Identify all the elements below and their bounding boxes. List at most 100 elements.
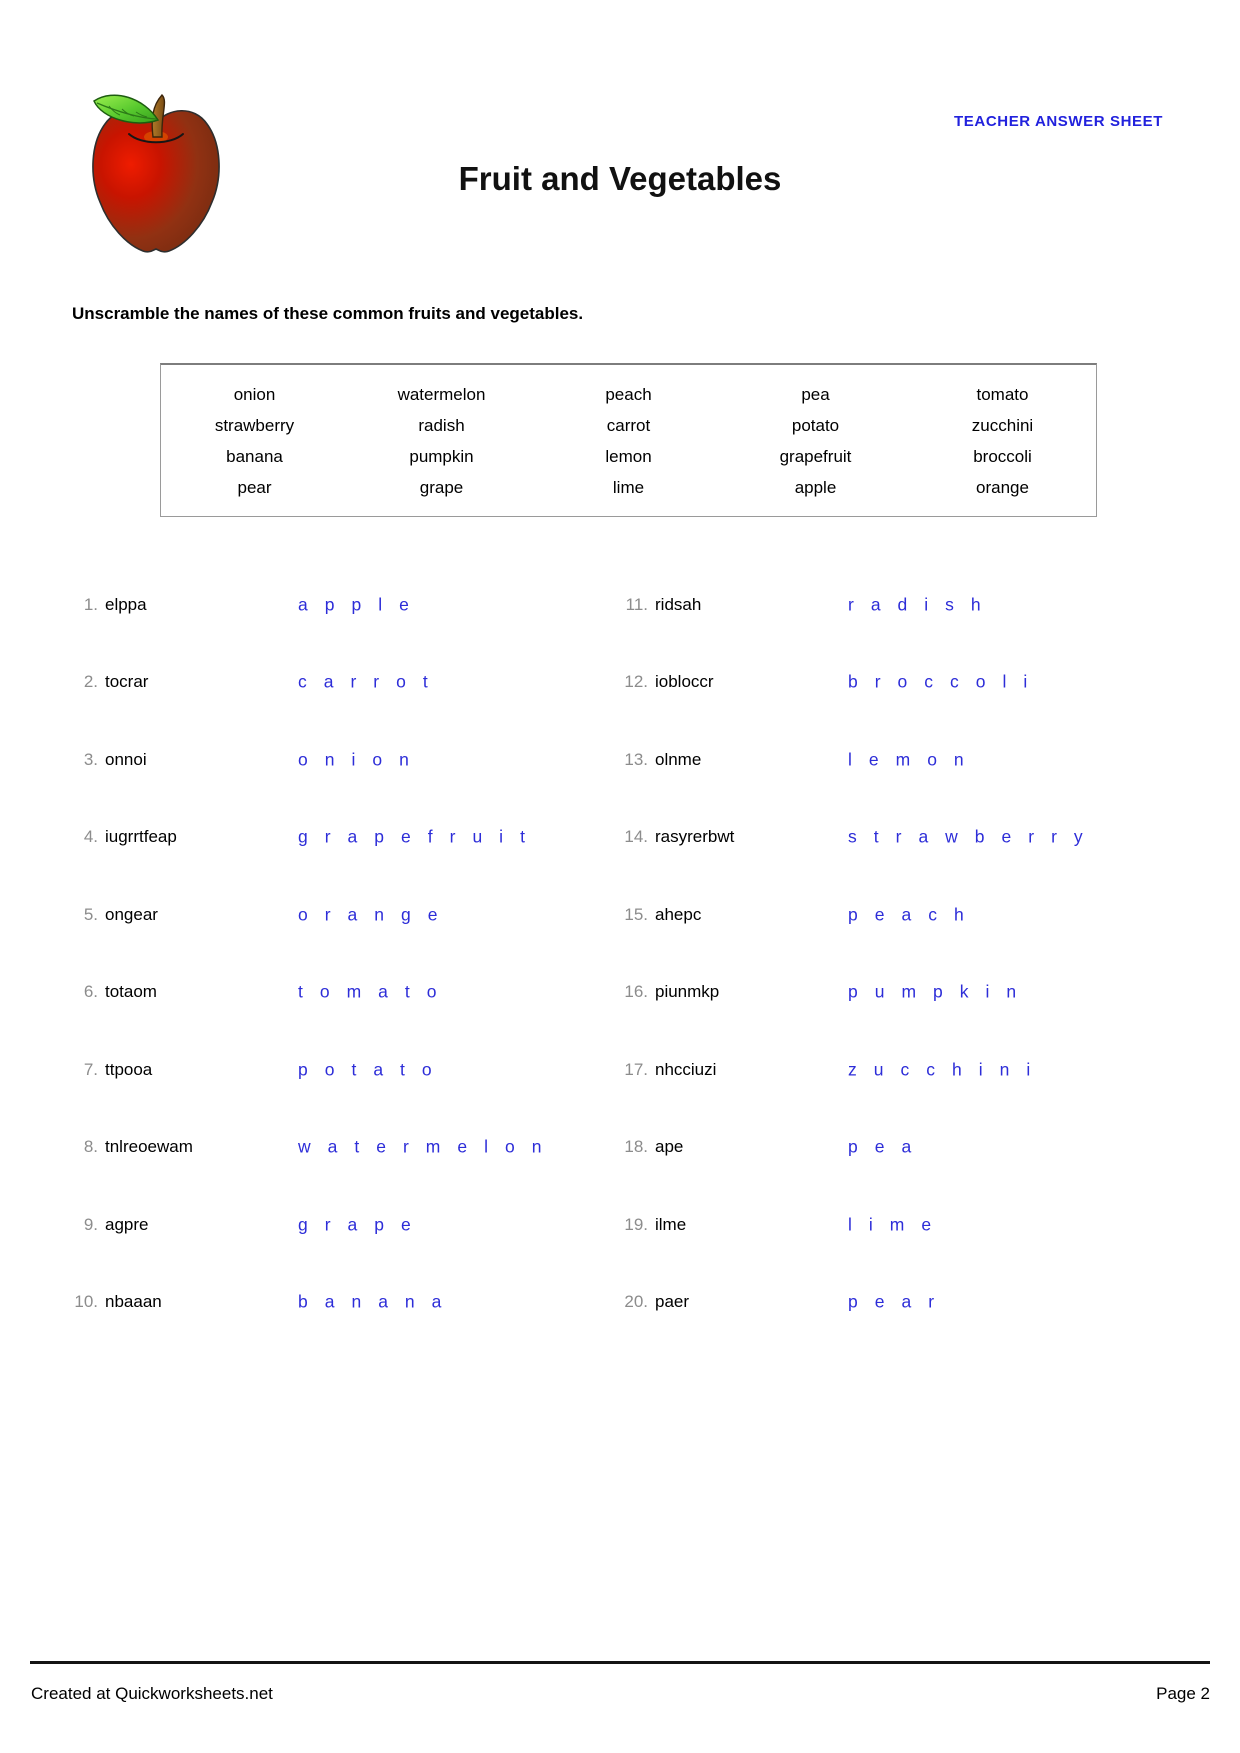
answer-word: lime <box>848 1214 949 1235</box>
answer-word: pea <box>848 1136 929 1157</box>
scrambled-word: totaom <box>105 982 157 1002</box>
answer-word: potato <box>298 1059 449 1080</box>
scrambled-word: iobloccr <box>655 672 714 692</box>
word-bank-word: pumpkin <box>409 446 474 466</box>
word-bank-word: pea <box>801 384 830 404</box>
question-number: 20. <box>624 1292 648 1312</box>
answer-word: watermelon <box>298 1136 559 1157</box>
question-row: 16. piunmkp pumpkin <box>620 954 1165 1032</box>
word-bank-word: orange <box>976 477 1029 497</box>
scrambled-word: tocrar <box>105 672 149 692</box>
question-number: 6. <box>83 982 98 1002</box>
word-bank-word: radish <box>418 415 465 435</box>
instruction-text: Unscramble the names of these common fru… <box>72 304 584 323</box>
question-number: 17. <box>624 1059 648 1079</box>
question-row: 17. nhcciuzi zucchini <box>620 1031 1165 1109</box>
question-number: 4. <box>83 827 98 847</box>
word-bank-word: tomato <box>976 384 1029 404</box>
question-number: 16. <box>624 982 648 1002</box>
word-bank-word: zucchini <box>971 415 1034 435</box>
answer-word: orange <box>298 904 455 925</box>
question-number: 12. <box>624 672 648 692</box>
question-number: 19. <box>624 1214 648 1234</box>
question-row: 13. olnme lemon <box>620 721 1165 799</box>
word-bank-word: lime <box>612 477 645 497</box>
question-number: 3. <box>83 749 98 769</box>
answer-word: pear <box>848 1291 952 1312</box>
word-bank-word: lemon <box>605 446 652 466</box>
question-number: 5. <box>83 904 98 924</box>
scrambled-word: elppa <box>105 594 147 614</box>
answer-word: banana <box>298 1291 459 1312</box>
answer-word: tomato <box>298 981 454 1002</box>
question-row: 6. totaom tomato <box>70 954 615 1032</box>
answer-word: radish <box>848 594 998 615</box>
question-number: 10. <box>74 1292 98 1312</box>
word-bank-word: potato <box>791 415 840 435</box>
answer-word: grape <box>298 1214 428 1235</box>
scrambled-word: tnlreoewam <box>105 1137 193 1157</box>
question-number: 1. <box>83 594 98 614</box>
apple-clipart <box>92 93 220 253</box>
scrambled-word: rasyrerbwt <box>655 827 735 847</box>
question-number: 13. <box>624 749 648 769</box>
word-bank-word: banana <box>226 446 283 466</box>
question-number: 15. <box>624 904 648 924</box>
word-bank-word: apple <box>794 477 837 497</box>
scrambled-word: ilme <box>655 1214 687 1234</box>
scrambled-word: ape <box>655 1137 684 1157</box>
question-number: 9. <box>83 1214 98 1234</box>
teacher-answer-sheet-label: TEACHER ANSWER SHEET <box>954 113 1163 130</box>
answer-word: peach <box>848 904 981 925</box>
word-bank-box: onion watermelon peach pea tomato strawb… <box>160 363 1097 517</box>
question-row: 1. elppa apple <box>70 566 615 644</box>
questions-column-left: 1. elppa apple 2. tocrar carrot 3. onnoi… <box>70 566 615 1341</box>
word-bank-word: peach <box>605 384 652 404</box>
question-number: 2. <box>83 672 98 692</box>
question-row: 20. paer pear <box>620 1264 1165 1342</box>
scrambled-word: nhcciuzi <box>655 1059 717 1079</box>
scrambled-word: paer <box>655 1292 690 1312</box>
worksheet-title: Fruit and Vegetables <box>458 160 782 197</box>
question-row: 18. ape pea <box>620 1109 1165 1187</box>
answer-word: pumpkin <box>848 981 1034 1002</box>
answer-word: strawberry <box>848 826 1100 847</box>
word-bank-word: grapefruit <box>779 446 852 466</box>
question-row: 11. ridsah radish <box>620 566 1165 644</box>
question-row: 4. iugrrtfeap grapefruit <box>70 799 615 877</box>
scrambled-word: iugrrtfeap <box>105 827 177 847</box>
footer-page-number: Page 2 <box>1156 1684 1210 1703</box>
footer-divider <box>30 1661 1210 1664</box>
word-bank-word: broccoli <box>973 446 1032 466</box>
word-bank-word: strawberry <box>214 415 295 435</box>
word-bank-word: watermelon <box>397 384 486 404</box>
scrambled-word: ongear <box>105 904 158 924</box>
scrambled-word: nbaaan <box>105 1292 162 1312</box>
answer-word: broccoli <box>848 671 1045 692</box>
question-number: 8. <box>83 1137 98 1157</box>
question-row: 2. tocrar carrot <box>70 644 615 722</box>
question-number: 14. <box>624 827 648 847</box>
answer-word: lemon <box>848 749 981 770</box>
scrambled-word: olnme <box>655 749 702 769</box>
question-row: 5. ongear orange <box>70 876 615 954</box>
question-row: 3. onnoi onion <box>70 721 615 799</box>
answer-word: carrot <box>298 671 445 692</box>
question-row: 19. ilme lime <box>620 1186 1165 1264</box>
question-number: 18. <box>624 1137 648 1157</box>
scrambled-word: ahepc <box>655 904 702 924</box>
answer-word: apple <box>298 594 426 615</box>
scrambled-word: piunmkp <box>655 982 720 1002</box>
question-row: 12. iobloccr broccoli <box>620 644 1165 722</box>
question-row: 10. nbaaan banana <box>70 1264 615 1342</box>
word-bank-word: onion <box>233 384 276 404</box>
footer-credit: Created at Quickworksheets.net <box>31 1684 273 1703</box>
question-row: 7. ttpooa potato <box>70 1031 615 1109</box>
scrambled-word: onnoi <box>105 749 147 769</box>
scrambled-word: agpre <box>105 1214 149 1234</box>
question-row: 14. rasyrerbwt strawberry <box>620 799 1165 877</box>
word-bank-word: carrot <box>606 415 651 435</box>
question-number: 11. <box>625 594 648 614</box>
word-bank-word: grape <box>419 477 464 497</box>
